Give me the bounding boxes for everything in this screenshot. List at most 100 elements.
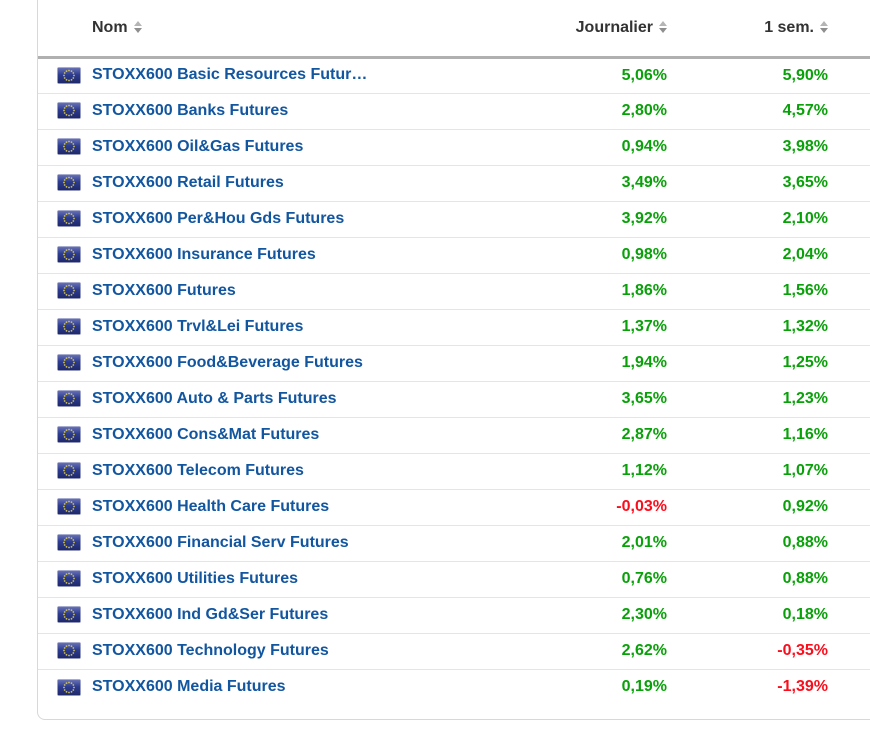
eu-flag-icon [57, 102, 81, 120]
table-row: STOXX600 Ind Gd&Ser Futures 2,30% 0,18% [38, 597, 870, 634]
table-row: STOXX600 Health Care Futures -0,03% 0,92… [38, 489, 870, 526]
instrument-link[interactable]: STOXX600 Basic Resources Futur… [92, 66, 368, 84]
instrument-link[interactable]: STOXX600 Telecom Futures [92, 461, 304, 479]
weekly-change-value: 2,10% [667, 201, 828, 238]
table-row: STOXX600 Financial Serv Futures 2,01% 0,… [38, 525, 870, 562]
weekly-change-value: 1,32% [667, 309, 828, 346]
eu-flag-icon [57, 390, 81, 408]
instrument-link[interactable]: STOXX600 Technology Futures [92, 641, 329, 659]
weekly-change-value: 0,92% [667, 489, 828, 526]
instrument-link[interactable]: STOXX600 Health Care Futures [92, 497, 330, 515]
table-row: STOXX600 Insurance Futures 0,98% 2,04% [38, 237, 870, 274]
row-spacer [828, 633, 870, 670]
daily-change-value: 0,76% [518, 561, 667, 598]
table-row: STOXX600 Futures 1,86% 1,56% [38, 273, 870, 310]
table-row: STOXX600 Telecom Futures 1,12% 1,07% [38, 453, 870, 490]
column-header-nom-label: Nom [92, 18, 128, 36]
eu-flag-icon [57, 462, 81, 480]
row-spacer [828, 165, 870, 202]
instrument-link[interactable]: STOXX600 Auto & Parts Futures [92, 389, 337, 407]
weekly-change-value: -1,39% [777, 678, 828, 696]
instrument-link[interactable]: STOXX600 Ind Gd&Ser Futures [92, 605, 329, 623]
instrument-link[interactable]: STOXX600 Futures [92, 281, 236, 299]
instrument-link[interactable]: STOXX600 Banks Futures [92, 101, 289, 119]
daily-change-value: 0,94% [518, 129, 667, 166]
row-spacer [828, 201, 870, 238]
weekly-change-value: 0,18% [667, 597, 828, 634]
row-spacer [828, 381, 870, 418]
weekly-change-value: 4,57% [667, 93, 828, 130]
weekly-change-value: 5,90% [667, 57, 828, 94]
weekly-change-value: 3,98% [667, 129, 828, 166]
daily-change-value: 5,06% [518, 57, 667, 94]
eu-flag-icon [57, 570, 81, 588]
instrument-link[interactable]: STOXX600 Retail Futures [92, 173, 284, 191]
sort-arrows-icon [820, 20, 828, 33]
row-spacer [828, 525, 870, 562]
table-row: STOXX600 Utilities Futures 0,76% 0,88% [38, 561, 870, 598]
row-spacer [828, 345, 870, 382]
daily-change-value: 2,62% [518, 633, 667, 670]
column-header-spacer [828, 0, 870, 59]
row-spacer [828, 597, 870, 634]
instrument-link[interactable]: STOXX600 Oil&Gas Futures [92, 137, 304, 155]
row-spacer [828, 309, 870, 346]
table-row: STOXX600 Per&Hou Gds Futures 3,92% 2,10% [38, 201, 870, 238]
futures-table-card: Nom Journalier 1 sem. [37, 0, 870, 720]
daily-change-value: 1,37% [518, 309, 667, 346]
row-spacer [828, 129, 870, 166]
eu-flag-icon [57, 426, 81, 444]
instrument-link[interactable]: STOXX600 Cons&Mat Futures [92, 425, 320, 443]
weekly-change-value: 1,56% [667, 273, 828, 310]
instrument-link[interactable]: STOXX600 Utilities Futures [92, 569, 298, 587]
daily-change-value: 2,01% [518, 525, 667, 562]
table-header-row: Nom Journalier 1 sem. [38, 0, 870, 59]
column-header-nom[interactable]: Nom [38, 0, 518, 59]
instrument-link[interactable]: STOXX600 Insurance Futures [92, 245, 316, 263]
daily-change-value: 3,49% [518, 165, 667, 202]
weekly-change-value: -0,35% [667, 633, 828, 670]
eu-flag-icon [57, 246, 81, 264]
daily-change-value: 2,87% [518, 417, 667, 454]
daily-change-value: 1,86% [518, 273, 667, 310]
weekly-change-value: 0,88% [667, 525, 828, 562]
row-spacer [828, 417, 870, 454]
sort-arrows-icon [133, 20, 142, 33]
table-row: STOXX600 Food&Beverage Futures 1,94% 1,2… [38, 345, 870, 382]
instrument-link[interactable]: STOXX600 Food&Beverage Futures [92, 353, 363, 371]
daily-change-value: 3,92% [518, 201, 667, 238]
daily-change-value: 1,94% [518, 345, 667, 382]
instrument-link[interactable]: STOXX600 Media Futures [92, 678, 286, 696]
daily-change-value: 1,12% [518, 453, 667, 490]
daily-change-value: 2,30% [518, 597, 667, 634]
column-header-journalier-label: Journalier [575, 18, 653, 36]
table-row: STOXX600 Retail Futures 3,49% 3,65% [38, 165, 870, 202]
eu-flag-icon [57, 354, 81, 372]
table-row: STOXX600 Banks Futures 2,80% 4,57% [38, 93, 870, 130]
weekly-change-value: 1,16% [667, 417, 828, 454]
column-header-1sem[interactable]: 1 sem. [667, 0, 828, 59]
sort-arrows-icon [659, 20, 667, 33]
eu-flag-icon [57, 174, 81, 192]
row-spacer [828, 57, 870, 94]
daily-change-value: 3,65% [518, 381, 667, 418]
daily-change-value: 0,98% [518, 237, 667, 274]
table-row: STOXX600 Media Futures 0,19% -1,39% [38, 669, 870, 705]
instrument-link[interactable]: STOXX600 Financial Serv Futures [92, 533, 349, 551]
table-row: STOXX600 Oil&Gas Futures 0,94% 3,98% [38, 129, 870, 166]
futures-table: Nom Journalier 1 sem. [38, 0, 870, 705]
table-row: STOXX600 Basic Resources Futur… 5,06% 5,… [38, 57, 870, 94]
eu-flag-icon [57, 210, 81, 228]
eu-flag-icon [57, 498, 81, 516]
row-spacer [828, 237, 870, 274]
column-header-journalier[interactable]: Journalier [518, 0, 667, 59]
row-spacer [828, 669, 870, 705]
instrument-link[interactable]: STOXX600 Trvl&Lei Futures [92, 317, 304, 335]
table-row: STOXX600 Technology Futures 2,62% -0,35% [38, 633, 870, 670]
instrument-link[interactable]: STOXX600 Per&Hou Gds Futures [92, 209, 345, 227]
weekly-change-value: 1,25% [667, 345, 828, 382]
column-header-1sem-label: 1 sem. [764, 18, 814, 36]
eu-flag-icon [57, 67, 81, 84]
eu-flag-icon [57, 606, 81, 624]
row-spacer [828, 273, 870, 310]
